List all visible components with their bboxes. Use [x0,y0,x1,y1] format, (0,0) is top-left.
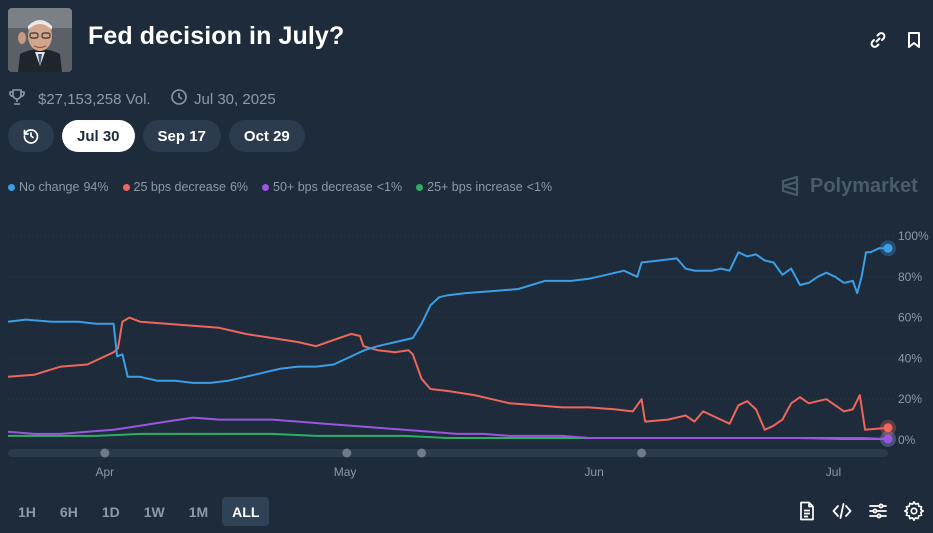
history-icon [23,129,39,144]
legend-item-25-decrease: 25 bps decrease 6% [122,180,249,194]
x-tick-label: Apr [95,465,114,479]
timeline-marker[interactable] [637,448,647,458]
y-tick-label: 0% [898,433,916,447]
legend-dot [416,183,424,191]
tab-sep-17[interactable]: Sep 17 [142,120,221,152]
timeline-track-bar[interactable] [8,449,888,457]
series-line-50-bps-decrease [7,416,889,440]
x-tick-label: Jun [584,465,603,479]
legend-value: <1% [376,180,403,194]
legend-item-no-change: No change 94% [8,180,109,194]
range-1m-button[interactable]: 1M [188,503,209,520]
settings-gear-icon[interactable] [903,500,925,522]
y-tick-label: 100% [898,229,929,243]
chart-series [7,240,896,447]
trophy-icon [8,88,26,110]
range-1h-button[interactable]: 1H [18,503,36,520]
legend-label: 25+ bps increase [427,180,523,194]
legend-label: 50+ bps decrease [273,180,373,194]
market-title: Fed decision in July? [88,22,345,50]
range-all-button[interactable]: ALL [222,497,270,526]
filter-sliders-icon[interactable] [867,500,889,522]
chart-timeline-track[interactable] [8,448,888,458]
legend-value: 6% [229,180,249,194]
time-range-selector: 1H 6H 1D 1W 1M ALL [8,497,270,526]
y-tick-label: 80% [898,270,922,284]
y-tick-label: 20% [898,392,922,406]
series-line-no-change [7,247,888,384]
timeline-marker[interactable] [342,448,352,458]
polymarket-watermark: Polymarket [778,174,918,198]
legend-item-25-increase: 25+ bps increase <1% [416,180,552,194]
legend-value: 94% [83,180,109,194]
x-tick-label: May [334,465,357,479]
bookmark-icon[interactable] [904,30,924,50]
legend-dot [8,183,15,191]
clock-icon [170,88,188,110]
date-tabs: Jul 30 Sep 17 Oct 29 [8,120,305,152]
series-end-point [883,243,893,253]
legend-dot [262,183,270,191]
range-6h-button[interactable]: 6H [59,503,78,520]
series-end-point [883,434,893,444]
probability-chart[interactable]: 0% 20% 40% 60% 80% 100% Apr May Jun Jul [0,220,933,490]
polymarket-logo-icon [781,175,799,197]
x-tick-label: Jul [826,465,841,479]
history-button[interactable] [8,120,54,152]
range-1d-button[interactable]: 1D [101,503,120,520]
range-1w-button[interactable]: 1W [143,503,165,520]
tab-jul-30[interactable]: Jul 30 [62,120,135,152]
legend-label: No change [19,180,80,194]
market-avatar [8,8,72,72]
legend-label: 25 bps decrease [133,180,226,194]
embed-code-icon[interactable] [831,500,853,522]
legend-value: <1% [526,180,553,194]
chart-axes: 0% 20% 40% 60% 80% 100% Apr May Jun Jul [95,229,929,479]
date-meta: Jul 30, 2025 [170,88,276,110]
chart-grid [8,235,895,441]
y-tick-label: 40% [898,351,922,365]
document-icon[interactable] [796,500,818,522]
series-line-25-bps-decrease [7,316,889,431]
series-end-point [883,423,893,433]
brand-label: Polymarket [810,174,918,197]
chart-legend: No change 94% 25 bps decrease 6% 50+ bps… [8,180,552,194]
link-icon[interactable] [868,30,888,50]
volume-text: $27,153,258 Vol. [38,90,151,108]
volume-meta: $27,153,258 Vol. [8,88,151,110]
date-text: Jul 30, 2025 [194,90,276,108]
tab-oct-29[interactable]: Oct 29 [228,120,305,152]
legend-dot [122,183,130,191]
y-tick-label: 60% [898,311,922,325]
timeline-marker[interactable] [417,448,427,458]
legend-item-50-decrease: 50+ bps decrease <1% [262,180,402,194]
timeline-marker[interactable] [100,448,110,458]
